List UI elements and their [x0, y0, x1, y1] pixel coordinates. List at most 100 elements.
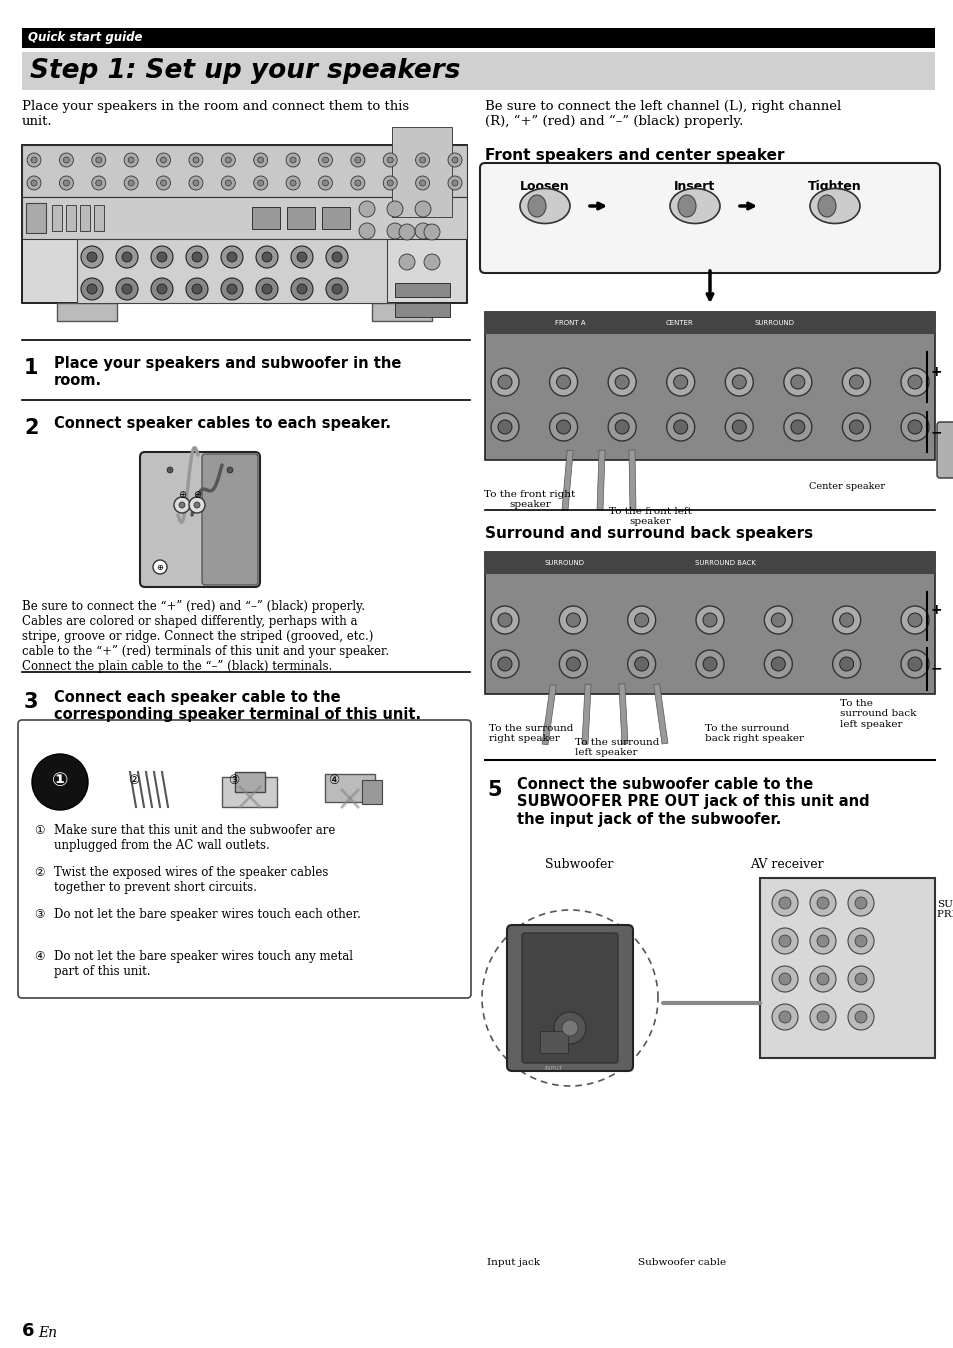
Text: 1: 1 [24, 359, 38, 377]
Circle shape [351, 154, 364, 167]
Circle shape [448, 154, 461, 167]
Circle shape [81, 278, 103, 301]
Circle shape [771, 1004, 797, 1030]
Ellipse shape [809, 189, 859, 224]
Circle shape [847, 890, 873, 917]
Bar [395, 283, 450, 297]
Circle shape [63, 156, 70, 163]
FancyBboxPatch shape [140, 452, 260, 586]
Circle shape [291, 245, 313, 268]
Circle shape [387, 156, 393, 163]
Bar [372, 303, 432, 321]
Circle shape [318, 177, 332, 190]
Bar [26, 204, 46, 233]
Text: −: − [930, 425, 942, 439]
Circle shape [763, 650, 792, 678]
Bar [22, 146, 467, 303]
Circle shape [192, 284, 202, 294]
Text: SUBWOOFER
PRE OUT jack: SUBWOOFER PRE OUT jack [936, 900, 953, 919]
Text: SURROUND: SURROUND [754, 319, 794, 326]
Circle shape [423, 224, 439, 240]
Text: +: + [930, 603, 942, 617]
Circle shape [566, 656, 579, 671]
Circle shape [30, 181, 37, 186]
Circle shape [627, 607, 655, 634]
Text: +: + [930, 365, 942, 379]
Circle shape [192, 252, 202, 262]
Circle shape [732, 375, 745, 390]
Text: −: − [930, 661, 942, 675]
Text: Subwoofer: Subwoofer [544, 857, 613, 871]
Circle shape [847, 967, 873, 992]
Circle shape [87, 284, 97, 294]
Text: Do not let the bare speaker wires touch any metal
part of this unit.: Do not let the bare speaker wires touch … [54, 950, 353, 979]
Circle shape [227, 466, 233, 473]
Bar [484, 551, 934, 694]
Circle shape [221, 278, 243, 301]
Circle shape [383, 154, 396, 167]
Circle shape [95, 156, 102, 163]
Text: Loosen: Loosen [519, 181, 569, 193]
Circle shape [351, 177, 364, 190]
Text: Be sure to connect the left channel (L), right channel
(R), “+” (red) and “–” (b: Be sure to connect the left channel (L),… [484, 100, 841, 128]
Circle shape [900, 607, 928, 634]
Text: To the surround
left speaker: To the surround left speaker [575, 737, 659, 758]
Text: Subwoofer cable: Subwoofer cable [638, 1258, 725, 1267]
Text: Quick start guide: Quick start guide [28, 31, 142, 44]
Circle shape [81, 245, 103, 268]
Circle shape [763, 607, 792, 634]
Circle shape [398, 224, 415, 240]
FancyBboxPatch shape [936, 422, 953, 479]
Bar [392, 127, 452, 217]
Text: Connect each speaker cable to the
corresponding speaker terminal of this unit.: Connect each speaker cable to the corres… [54, 690, 420, 723]
Text: To the front left
speaker: To the front left speaker [608, 507, 691, 527]
Circle shape [666, 368, 694, 396]
Circle shape [900, 650, 928, 678]
Circle shape [848, 375, 862, 390]
Circle shape [790, 375, 804, 390]
Circle shape [221, 177, 235, 190]
Text: 2: 2 [24, 418, 38, 438]
Circle shape [95, 181, 102, 186]
Bar [484, 311, 934, 334]
Text: ①: ① [34, 824, 45, 837]
Circle shape [627, 650, 655, 678]
Text: Front speakers and center speaker: Front speakers and center speaker [484, 148, 783, 163]
Text: 3: 3 [24, 692, 38, 712]
Circle shape [124, 154, 138, 167]
Text: ②: ② [128, 774, 139, 786]
Bar [22, 28, 934, 49]
Circle shape [634, 656, 648, 671]
Bar [561, 450, 573, 511]
Text: AV receiver: AV receiver [749, 857, 822, 871]
Text: Input jack: Input jack [486, 1258, 539, 1267]
Circle shape [907, 613, 921, 627]
Circle shape [771, 927, 797, 954]
Circle shape [189, 497, 205, 514]
Text: ⊕: ⊕ [156, 562, 163, 572]
Text: ③: ③ [228, 774, 239, 786]
Bar [395, 303, 450, 317]
Circle shape [549, 368, 577, 396]
Circle shape [566, 613, 579, 627]
FancyBboxPatch shape [506, 925, 633, 1072]
Text: CENTER: CENTER [665, 319, 693, 326]
Circle shape [167, 466, 172, 473]
Ellipse shape [527, 195, 545, 217]
Circle shape [779, 973, 790, 985]
Circle shape [128, 156, 134, 163]
Text: Place your speakers in the room and connect them to this
unit.: Place your speakers in the room and conn… [22, 100, 409, 128]
Circle shape [156, 154, 171, 167]
Circle shape [355, 181, 360, 186]
Circle shape [322, 156, 328, 163]
Circle shape [615, 375, 628, 390]
Circle shape [839, 613, 853, 627]
Circle shape [841, 368, 869, 396]
Circle shape [779, 896, 790, 909]
Circle shape [227, 284, 236, 294]
Circle shape [732, 421, 745, 434]
Circle shape [809, 967, 835, 992]
Circle shape [253, 154, 268, 167]
Circle shape [27, 154, 41, 167]
Circle shape [556, 375, 570, 390]
